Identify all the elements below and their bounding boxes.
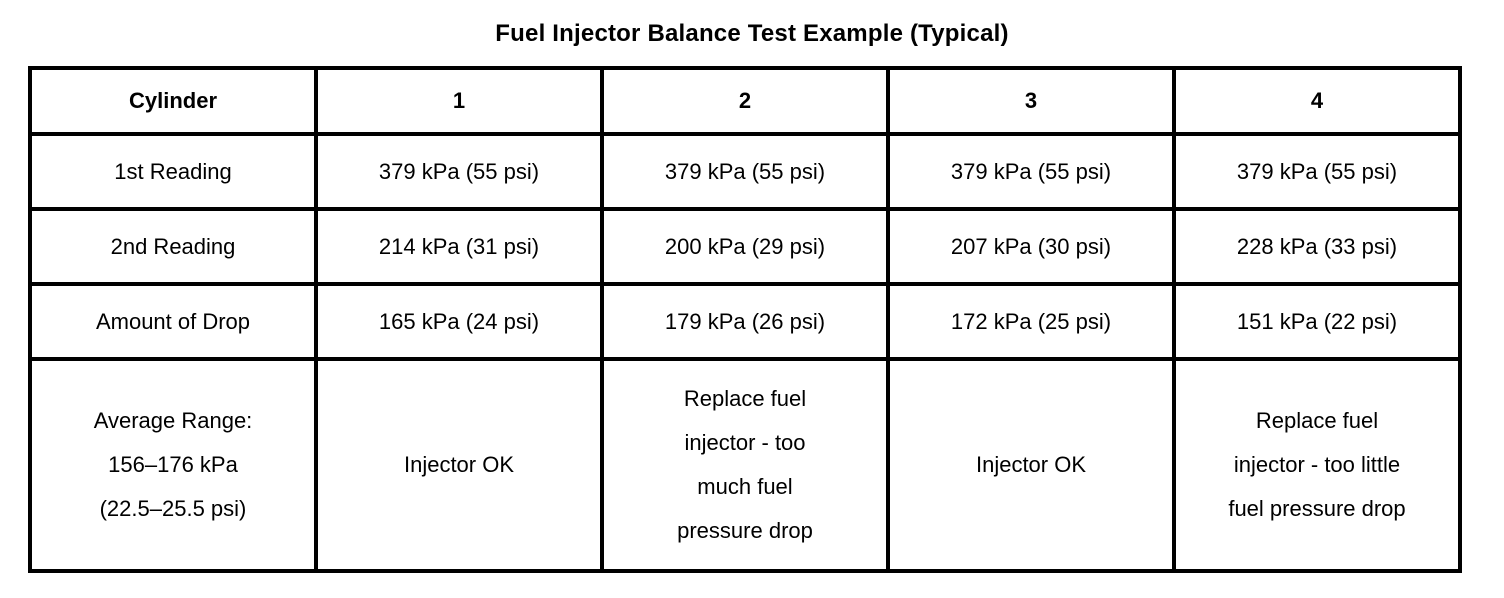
fuel-injector-balance-table: Cylinder 1 2 3 4 1st Reading 379 kPa (55… <box>28 66 1462 573</box>
table-row-amount-of-drop: Amount of Drop 165 kPa (24 psi) 179 kPa … <box>28 282 1462 361</box>
cell-verdict-cyl1: Injector OK <box>314 357 604 573</box>
cell-2nd-reading-cyl3: 207 kPa (30 psi) <box>886 207 1176 286</box>
cell-verdict-cyl4: Replace fuel injector - too little fuel … <box>1172 357 1462 573</box>
table-row-average-range: Average Range: 156–176 kPa (22.5–25.5 ps… <box>28 357 1462 573</box>
table-header-row: Cylinder 1 2 3 4 <box>28 66 1462 136</box>
table-row-1st-reading: 1st Reading 379 kPa (55 psi) 379 kPa (55… <box>28 132 1462 211</box>
cell-drop-cyl3: 172 kPa (25 psi) <box>886 282 1176 361</box>
cell-2nd-reading-cyl2: 200 kPa (29 psi) <box>600 207 890 286</box>
cell-drop-cyl4: 151 kPa (22 psi) <box>1172 282 1462 361</box>
cell-verdict-cyl2: Replace fuel injector - too much fuel pr… <box>600 357 890 573</box>
cell-1st-reading-cyl3: 379 kPa (55 psi) <box>886 132 1176 211</box>
row-label-1st-reading: 1st Reading <box>28 132 318 211</box>
row-label-amount-of-drop: Amount of Drop <box>28 282 318 361</box>
cell-verdict-cyl3: Injector OK <box>886 357 1176 573</box>
row-label-average-range: Average Range: 156–176 kPa (22.5–25.5 ps… <box>28 357 318 573</box>
cell-1st-reading-cyl4: 379 kPa (55 psi) <box>1172 132 1462 211</box>
column-header-1: 1 <box>314 66 604 136</box>
cell-2nd-reading-cyl4: 228 kPa (33 psi) <box>1172 207 1462 286</box>
column-header-cylinder: Cylinder <box>28 66 318 136</box>
cell-2nd-reading-cyl1: 214 kPa (31 psi) <box>314 207 604 286</box>
column-header-4: 4 <box>1172 66 1462 136</box>
cell-drop-cyl2: 179 kPa (26 psi) <box>600 282 890 361</box>
cell-1st-reading-cyl1: 379 kPa (55 psi) <box>314 132 604 211</box>
table-row-2nd-reading: 2nd Reading 214 kPa (31 psi) 200 kPa (29… <box>28 207 1462 286</box>
column-header-2: 2 <box>600 66 890 136</box>
cell-drop-cyl1: 165 kPa (24 psi) <box>314 282 604 361</box>
column-header-3: 3 <box>886 66 1176 136</box>
page-title: Fuel Injector Balance Test Example (Typi… <box>495 20 1009 47</box>
row-label-2nd-reading: 2nd Reading <box>28 207 318 286</box>
cell-1st-reading-cyl2: 379 kPa (55 psi) <box>600 132 890 211</box>
